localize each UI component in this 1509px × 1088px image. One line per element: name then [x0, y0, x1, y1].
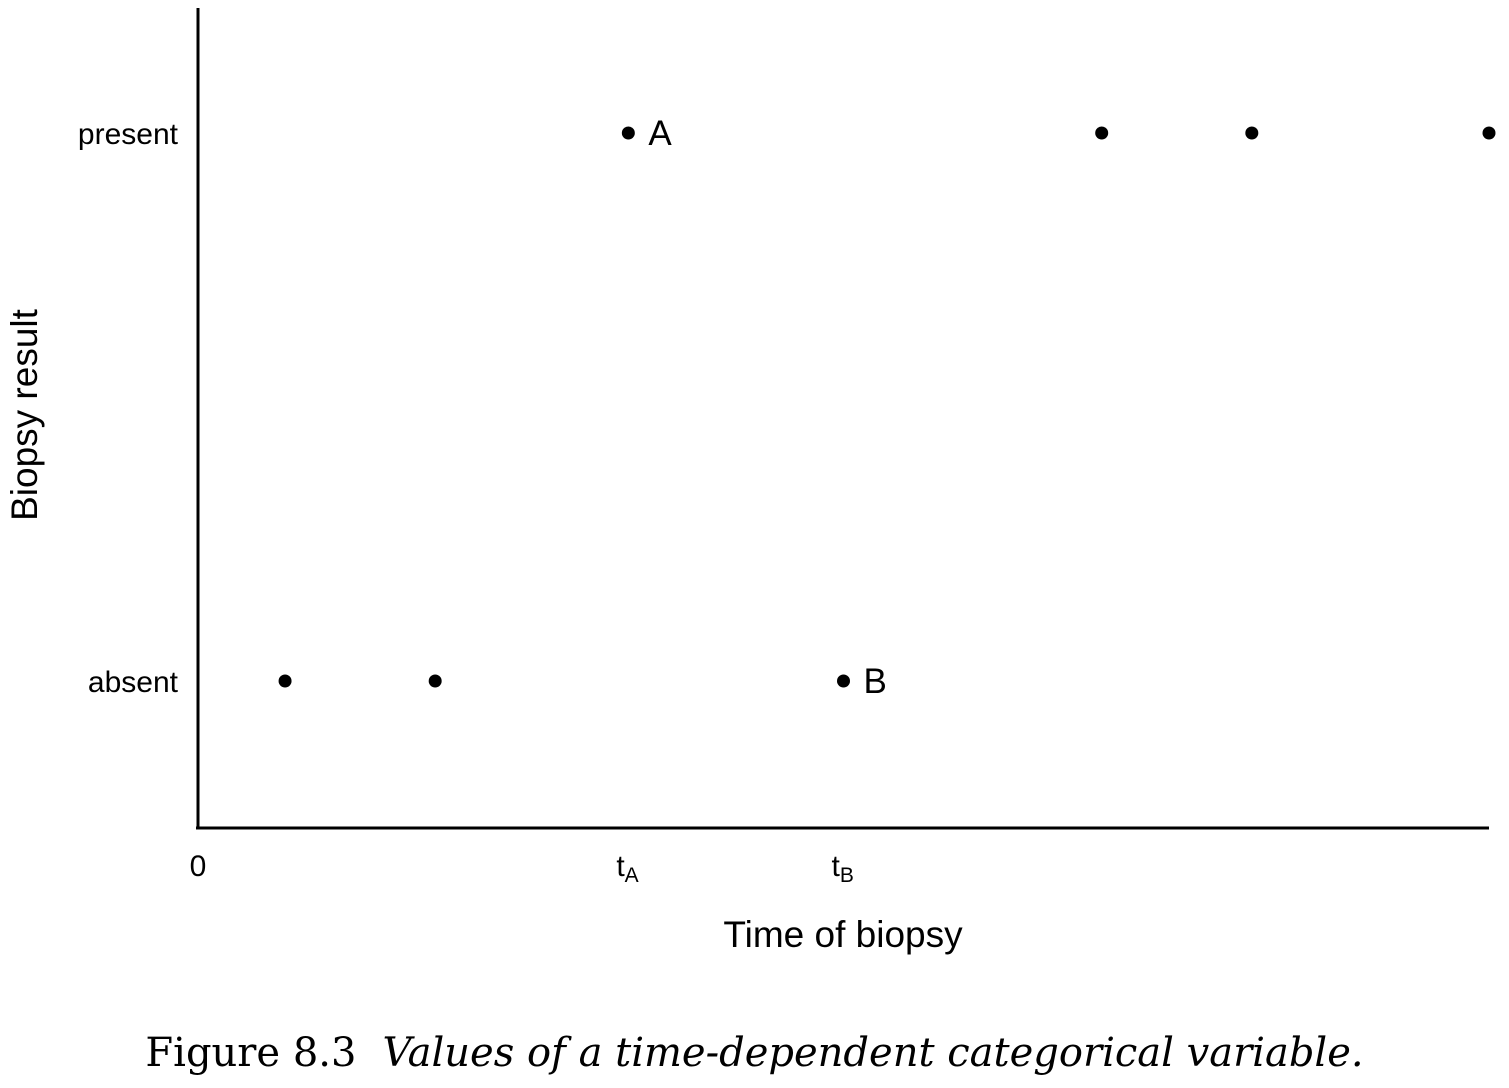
data-point-4 [1095, 126, 1109, 140]
y-tick-label-absent: absent [88, 666, 179, 699]
figure-number: Figure 8.3 [145, 1030, 357, 1076]
chart: absent present 0 tA tB A B Time of biopsy Bi… [4, 8, 1496, 955]
figure-caption-text: Values of a time-dependent categorical v… [382, 1030, 1364, 1076]
point-label-B: B [864, 662, 887, 701]
data-point-5 [1245, 126, 1259, 140]
data-point-3 [837, 674, 850, 688]
data-point-0 [278, 674, 292, 688]
x-tick-label-2: tB [832, 850, 854, 887]
y-tick-label-present: present [78, 118, 179, 151]
y-axis-title: Biopsy result [4, 308, 45, 521]
x-tick-label-1: tA [616, 850, 638, 887]
figure-caption: Figure 8.3 Values of a time-dependent cat… [0, 1030, 1509, 1076]
data-point-1 [428, 674, 442, 688]
point-label-A: A [648, 114, 672, 153]
x-tick-label-0: 0 [190, 850, 207, 883]
data-point-6 [1482, 126, 1496, 140]
x-axis-title: Time of biopsy [723, 914, 963, 955]
data-point-2 [621, 126, 635, 140]
